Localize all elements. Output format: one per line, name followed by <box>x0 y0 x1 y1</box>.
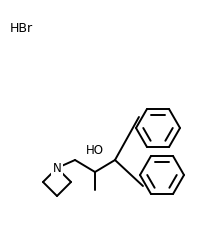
Text: N: N <box>53 162 61 174</box>
Text: HBr: HBr <box>10 22 33 35</box>
Text: HO: HO <box>86 144 104 156</box>
